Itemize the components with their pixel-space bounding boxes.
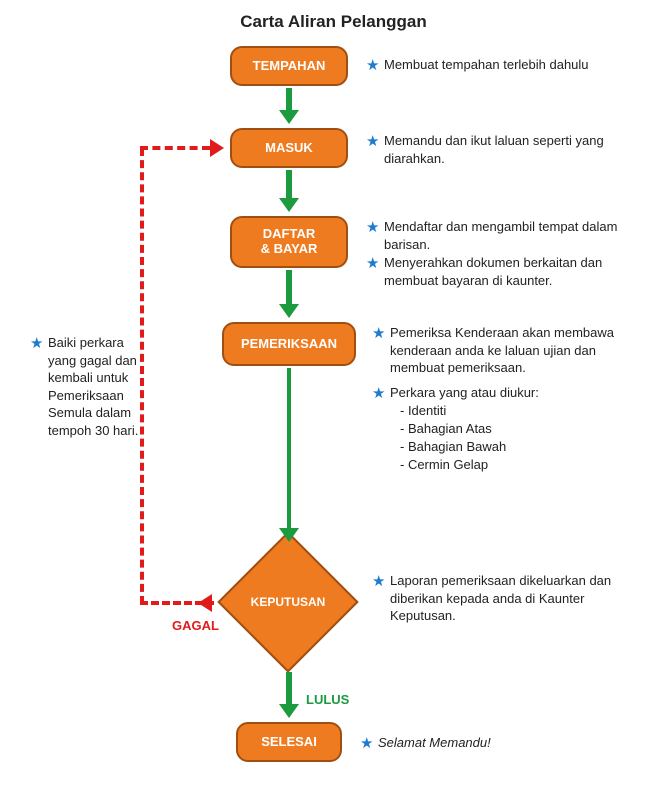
- star-icon: ★: [30, 334, 43, 352]
- node-daftar: DAFTAR & BAYAR: [230, 216, 348, 268]
- arrow-daftar-pemeriksaan: [278, 270, 300, 318]
- star-icon: ★: [360, 734, 373, 752]
- desc-keputusan: Laporan pemeriksaan dikeluarkan dan dibe…: [390, 572, 650, 625]
- arrow-keputusan-selesai: [278, 672, 300, 718]
- arrow-pemeriksaan-keputusan: [278, 368, 300, 542]
- desc-selesai: Selamat Memandu!: [378, 734, 638, 752]
- desc-daftar1: Mendaftar dan mengambil tempat dalam bar…: [384, 218, 644, 253]
- gagal-h-top: [140, 146, 210, 150]
- desc-daftar2: Menyerahkan dokumen berkaitan dan membua…: [384, 254, 644, 289]
- arrow-masuk-daftar: [278, 170, 300, 212]
- page-title: Carta Aliran Pelanggan: [0, 12, 667, 32]
- star-icon: ★: [366, 56, 379, 74]
- star-icon: ★: [366, 132, 379, 150]
- desc-pemeriksaan-item: - Cermin Gelap: [390, 456, 660, 474]
- label-gagal: GAGAL: [172, 618, 219, 633]
- node-pemeriksaan: PEMERIKSAAN: [222, 322, 356, 366]
- desc-pemeriksaan-item: - Bahagian Bawah: [390, 438, 660, 456]
- desc-pemeriksaan-item: - Identiti: [390, 402, 660, 420]
- node-tempahan: TEMPAHAN: [230, 46, 348, 86]
- node-masuk: MASUK: [230, 128, 348, 168]
- desc-gagal-note: Baiki perkara yang gagal dan kembali unt…: [48, 334, 148, 439]
- desc-masuk: Memandu dan ikut laluan seperti yang dia…: [384, 132, 644, 167]
- star-icon: ★: [372, 324, 385, 342]
- star-icon: ★: [366, 218, 379, 236]
- node-selesai: SELESAI: [236, 722, 342, 762]
- star-icon: ★: [366, 254, 379, 272]
- star-icon: ★: [372, 384, 385, 402]
- desc-pemeriksaan2: Perkara yang atau diukur:: [390, 384, 650, 402]
- gagal-h-bottom: [140, 601, 214, 605]
- desc-pemeriksaan-item: - Bahagian Atas: [390, 420, 660, 438]
- desc-pemeriksaan1: Pemeriksa Kenderaan akan membawa kendera…: [390, 324, 650, 377]
- desc-tempahan: Membuat tempahan terlebih dahulu: [384, 56, 644, 74]
- label-lulus: LULUS: [306, 692, 349, 707]
- star-icon: ★: [372, 572, 385, 590]
- arrow-tempahan-masuk: [278, 88, 300, 124]
- node-keputusan: KEPUTUSAN: [238, 552, 338, 652]
- gagal-arrowhead-in: [210, 139, 224, 157]
